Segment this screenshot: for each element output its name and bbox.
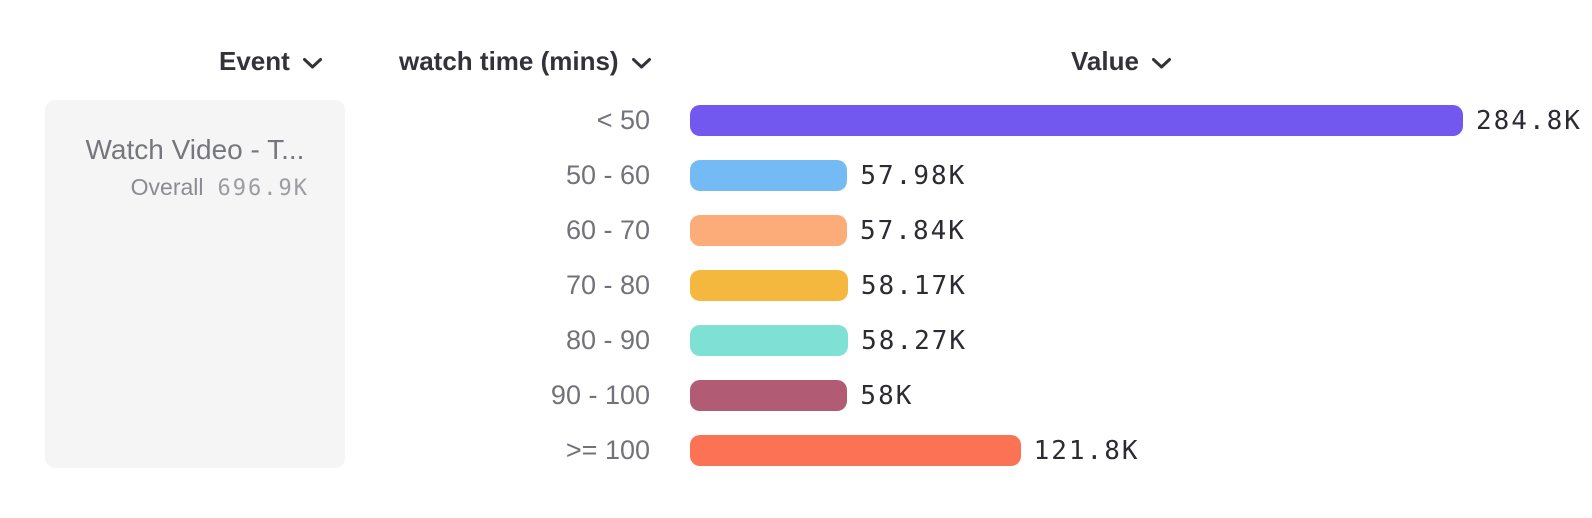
chart-row: 60 - 70 57.84K [0, 203, 1592, 258]
bar-segment[interactable] [690, 435, 1021, 466]
category-label: 50 - 60 [565, 160, 650, 190]
event-overall-row: Overall 696.9K [45, 174, 345, 201]
bar-segment[interactable] [690, 105, 1463, 136]
value-label: 284.8K [1476, 105, 1582, 136]
chart-row: >= 100 121.8K [0, 423, 1592, 478]
chart-row: 70 - 80 58.17K [0, 258, 1592, 313]
bar-chart: < 50 284.8K 50 - 60 57.98K 60 - 70 57.84K 70 -… [0, 93, 1592, 478]
value-label: 58.27K [861, 325, 968, 356]
category-label: 60 - 70 [565, 215, 650, 245]
bar-segment[interactable] [690, 215, 847, 246]
chart-row: < 50 284.8K [0, 93, 1592, 148]
event-title: Watch Video - T... [85, 134, 305, 165]
overall-value: 696.9K [217, 176, 309, 201]
dimension-column-label: watch time (mins) [399, 46, 619, 76]
event-column-label: Event [219, 46, 290, 76]
category-label: 70 - 80 [565, 270, 650, 300]
chevron-down-icon [631, 57, 652, 70]
overall-label: Overall [130, 174, 204, 200]
event-card[interactable]: Watch Video - T... Overall 696.9K [45, 100, 345, 468]
value-label: 58K [860, 380, 914, 411]
chart-row: 50 - 60 57.98K [0, 148, 1592, 203]
dimension-column-dropdown[interactable]: watch time (mins) [399, 46, 652, 77]
category-label: < 50 [596, 105, 650, 135]
value-label: 121.8K [1033, 435, 1140, 466]
bar-segment[interactable] [690, 380, 848, 411]
category-label: >= 100 [565, 435, 650, 465]
event-column-dropdown[interactable]: Event [219, 46, 323, 77]
value-label: 58.17K [860, 270, 967, 301]
category-label: 80 - 90 [565, 325, 650, 355]
chevron-down-icon [1151, 57, 1172, 70]
value-column-dropdown[interactable]: Value [1071, 46, 1172, 77]
category-label: 90 - 100 [550, 380, 650, 410]
chart-row: 80 - 90 58.27K [0, 313, 1592, 368]
bar-segment[interactable] [690, 270, 848, 301]
bar-segment[interactable] [690, 325, 849, 356]
value-label: 57.84K [859, 215, 966, 246]
value-label: 57.98K [860, 160, 967, 191]
value-column-label: Value [1071, 46, 1139, 76]
chevron-down-icon [302, 57, 323, 70]
chart-row: 90 - 100 58K [0, 368, 1592, 423]
bar-segment[interactable] [690, 160, 848, 191]
